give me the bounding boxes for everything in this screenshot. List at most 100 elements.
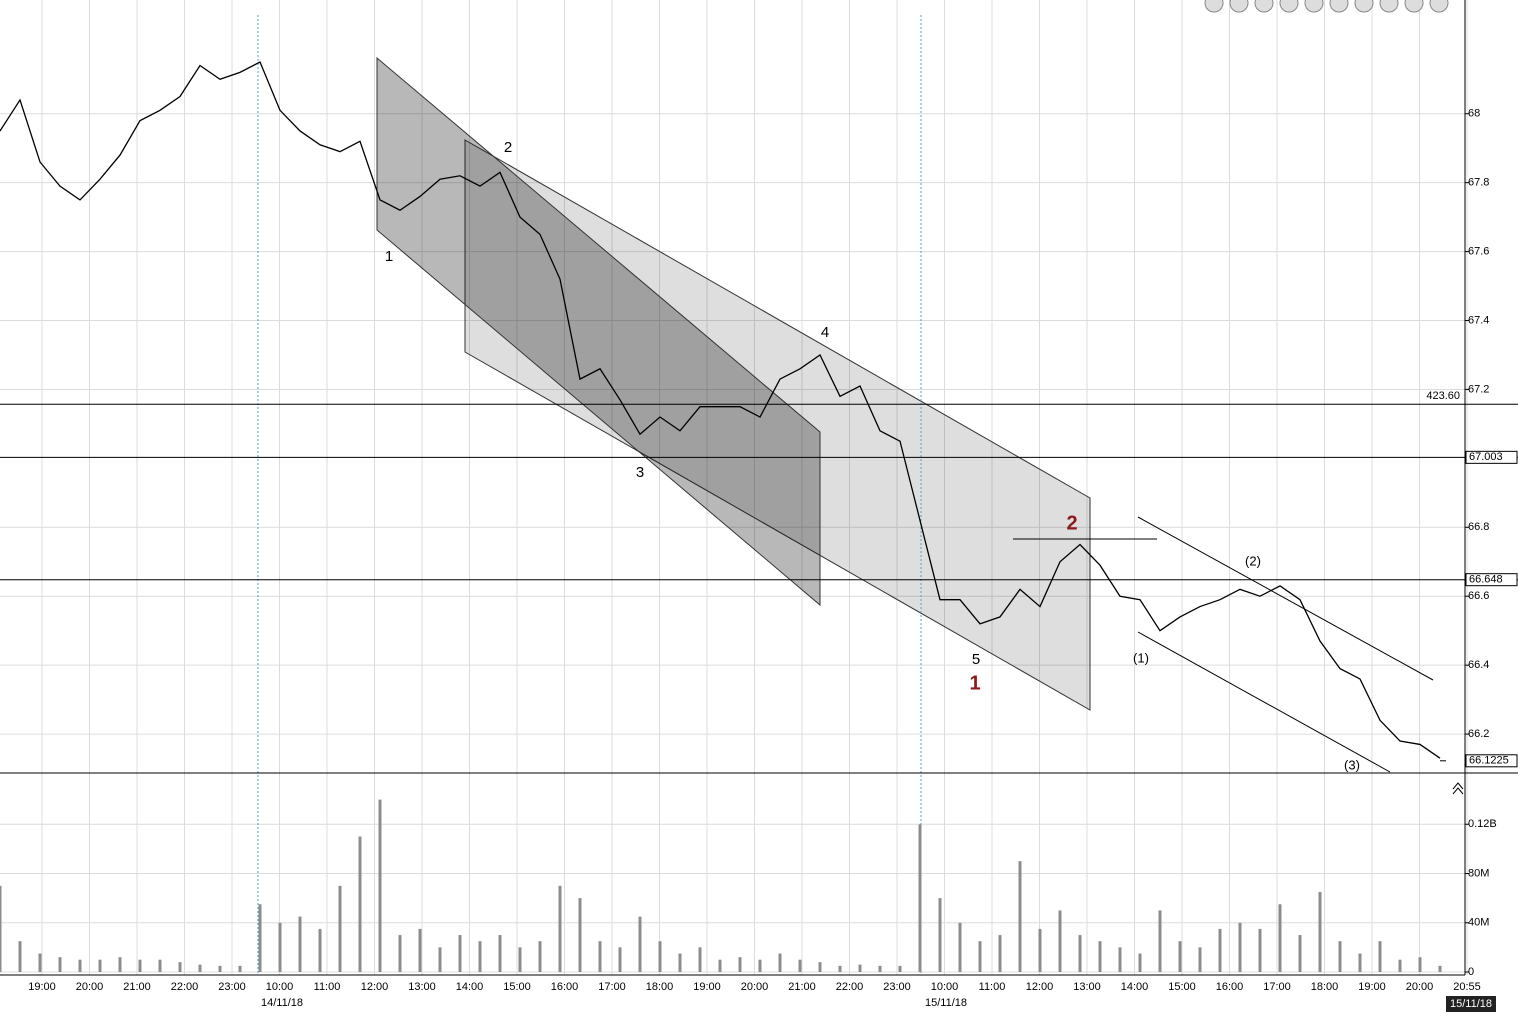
- y-tick-label: 68: [1468, 108, 1480, 120]
- wave-label: 5: [972, 651, 980, 668]
- x-tick-label: 18:00: [646, 981, 674, 993]
- x-tick-label: 20:55: [1453, 981, 1481, 993]
- volume-bar: [1298, 935, 1302, 972]
- collapse-button[interactable]: [1452, 782, 1464, 795]
- volume-bar: [0, 885, 2, 972]
- y-tick-label: 66.8: [1468, 521, 1489, 533]
- x-tick-label: 11:00: [314, 981, 341, 993]
- volume-bar: [858, 964, 862, 972]
- volume-bar: [598, 941, 602, 972]
- wave-label: (2): [1245, 553, 1261, 568]
- volume-bar: [1158, 910, 1162, 972]
- volume-bar: [138, 959, 142, 972]
- trend-line: [1137, 516, 1434, 681]
- x-tick-label: 19:00: [1358, 981, 1386, 993]
- last-price-box: [1465, 754, 1518, 768]
- volume-bar: [818, 962, 822, 972]
- volume-bar: [458, 935, 462, 972]
- volume-bar: [1338, 941, 1342, 972]
- volume-bar: [1118, 947, 1122, 972]
- date-label: 14/11/18: [261, 997, 303, 1009]
- toolbar-button[interactable]: [1229, 0, 1249, 13]
- x-tick-label: 12:00: [361, 981, 389, 993]
- volume-bar: [1238, 922, 1242, 972]
- volume-bar: [1398, 959, 1402, 972]
- volume-bar: [1418, 957, 1422, 972]
- x-tick-label: 23:00: [218, 981, 246, 993]
- x-tick-label: 13:00: [408, 981, 436, 993]
- wave-label: (1): [1133, 650, 1149, 665]
- toolbar-button[interactable]: [1404, 0, 1424, 13]
- volume-bar: [658, 941, 662, 972]
- volume-bar: [178, 962, 182, 972]
- volume-bar: [438, 947, 442, 972]
- x-tick-label: 19:00: [693, 981, 721, 993]
- x-tick-label: 19:00: [28, 981, 56, 993]
- volume-bar: [1078, 935, 1082, 972]
- current-date-box: [1446, 996, 1496, 1012]
- x-tick-label: 20:00: [76, 981, 104, 993]
- volume-bar: [618, 947, 622, 972]
- x-tick-label: 15:00: [1168, 981, 1196, 993]
- volume-bar: [98, 959, 102, 972]
- volume-bar: [918, 824, 922, 972]
- volume-bar: [338, 885, 342, 972]
- volume-bar: [958, 922, 962, 972]
- toolbar-button[interactable]: [1254, 0, 1274, 13]
- y-tick-label: 67.8: [1468, 177, 1489, 189]
- toolbar-button[interactable]: [1204, 0, 1224, 13]
- volume-bar: [298, 916, 302, 972]
- volume-bar: [898, 965, 902, 972]
- x-tick-label: 13:00: [1073, 981, 1101, 993]
- x-tick-label: 10:00: [266, 981, 294, 993]
- grid: [0, 0, 1468, 975]
- volume-bar: [158, 959, 162, 972]
- current-date: 15/11/18: [1450, 998, 1492, 1010]
- x-tick-label: 22:00: [171, 981, 199, 993]
- volume-bar: [938, 898, 942, 972]
- x-tick-label: 18:00: [1311, 981, 1339, 993]
- wave-label: 4: [821, 324, 829, 341]
- hline-label: 67.003: [1469, 451, 1503, 463]
- volume-bar: [1018, 861, 1022, 972]
- toolbar-button[interactable]: [1329, 0, 1349, 13]
- toolbar-button[interactable]: [1304, 0, 1324, 13]
- toolbar-button[interactable]: [1379, 0, 1399, 13]
- wave-label: (3): [1344, 757, 1360, 772]
- volume-bar: [758, 959, 762, 972]
- x-tick-label: 21:00: [123, 981, 151, 993]
- volume-bar: [18, 941, 22, 972]
- toolbar-button[interactable]: [1429, 0, 1449, 13]
- volume-bar: [278, 922, 282, 972]
- volume-bar: [1098, 941, 1102, 972]
- y-tick-label: 66.2: [1468, 728, 1489, 740]
- volume-bar: [218, 965, 222, 972]
- y-tick-label: 80M: [1468, 867, 1489, 879]
- y-tick-label: 67.6: [1468, 245, 1489, 257]
- y-tick-label: 0.12B: [1468, 818, 1497, 830]
- volume-bar: [558, 885, 562, 972]
- wave-label: 1: [969, 672, 980, 694]
- wave-label: 3: [636, 464, 644, 481]
- volume-bar: [838, 965, 842, 972]
- toolbar-button[interactable]: [1354, 0, 1374, 13]
- y-tick-label: 40M: [1468, 917, 1489, 929]
- x-tick-label: 14:00: [456, 981, 484, 993]
- volume-bar: [1258, 928, 1262, 972]
- volume-bar: [238, 965, 242, 972]
- toolbar-button[interactable]: [1279, 0, 1299, 13]
- volume-bar: [1138, 953, 1142, 972]
- volume-bar: [1278, 904, 1282, 972]
- volume-bar: [738, 957, 742, 972]
- volume-bar: [78, 959, 82, 972]
- y-tick-label: 67.4: [1468, 314, 1489, 326]
- volume-bar: [318, 928, 322, 972]
- price-label-box: [1465, 450, 1518, 464]
- volume-bar: [1438, 965, 1442, 972]
- volume-bar: [38, 953, 42, 972]
- volume-bar: [258, 904, 262, 972]
- toolbar: [1204, 0, 1449, 13]
- volume-bar: [778, 953, 782, 972]
